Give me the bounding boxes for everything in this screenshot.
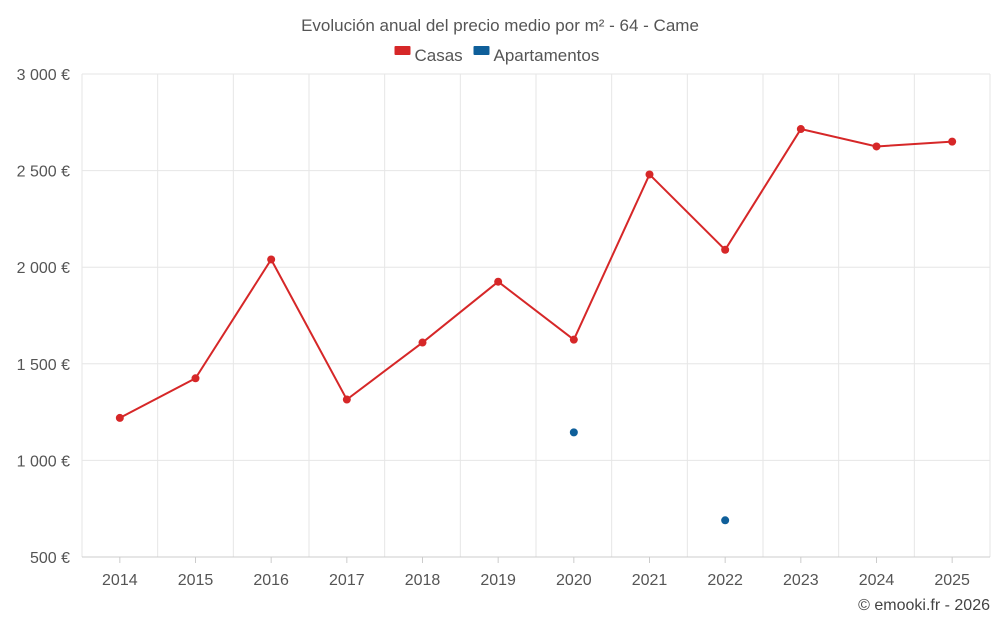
y-tick-label: 500 € [30,550,70,567]
data-point-casas[interactable] [721,245,730,254]
data-point-casas[interactable] [872,142,881,151]
x-tick-label: 2021 [632,572,668,589]
x-tick-label: 2016 [253,572,289,589]
data-point-casas[interactable] [191,374,200,383]
y-tick-label: 3 000 € [17,67,70,84]
x-tick-label: 2024 [859,572,895,589]
y-tick-label: 2 000 € [17,260,70,277]
y-tick-label: 1 500 € [17,357,70,374]
credit-text: © emooki.fr - 2026 [858,597,990,614]
data-point-casas[interactable] [569,335,578,344]
x-tick-label: 2019 [480,572,516,589]
legend-swatch-casas[interactable] [394,46,411,55]
legend: Casas Apartamentos [394,46,600,65]
data-point-casas[interactable] [948,137,957,146]
x-tick-label: 2018 [405,572,441,589]
data-point-apartamentos[interactable] [569,428,578,437]
data-point-casas[interactable] [645,170,654,179]
grid [81,73,991,558]
y-tick-label: 2 500 € [17,164,70,181]
chart-title: Evolución anual del precio medio por m² … [301,16,699,35]
x-tick-label: 2022 [707,572,743,589]
x-tick-label: 2023 [783,572,819,589]
x-tick-label: 2017 [329,572,365,589]
series-line-casas [119,127,953,419]
data-point-casas[interactable] [267,255,276,264]
x-tick-label: 2020 [556,572,592,589]
data-point-casas[interactable] [342,395,351,404]
x-tick-label: 2015 [178,572,214,589]
x-tick-label: 2025 [934,572,970,589]
y-tick-label: 1 000 € [17,453,70,470]
data-point-casas[interactable] [494,277,503,286]
data-point-apartamentos[interactable] [721,516,730,525]
data-point-casas[interactable] [418,338,427,347]
series-layer [115,125,957,525]
x-tick-label: 2014 [102,572,138,589]
legend-swatch-apartamentos[interactable] [473,46,490,55]
data-point-casas[interactable] [115,413,124,422]
axes: 500 € 1 000 € 1 500 € 2 000 € 2 500 € 3 000 €… [17,67,990,589]
legend-label-apartamentos[interactable]: Apartamentos [494,46,600,65]
legend-label-casas[interactable]: Casas [415,46,463,65]
data-point-casas[interactable] [796,125,805,134]
